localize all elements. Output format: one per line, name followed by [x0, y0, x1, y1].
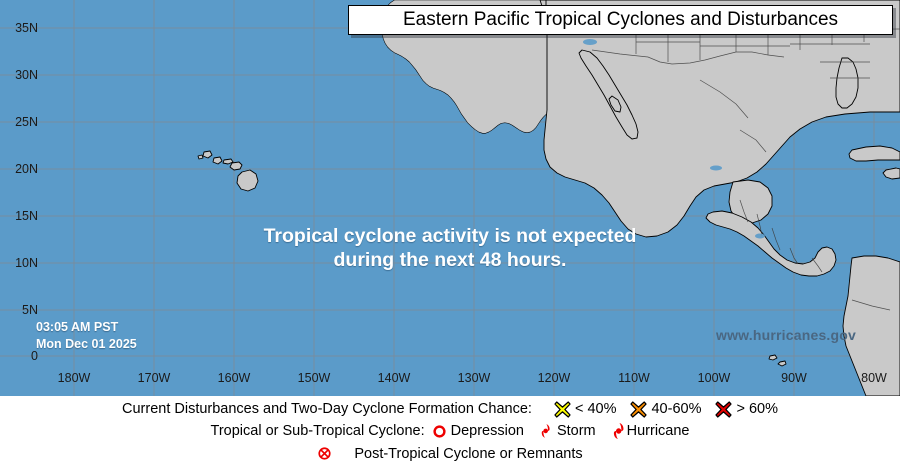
- lat-label-30n: 30N: [15, 68, 38, 82]
- lat-label-35n: 35N: [15, 21, 38, 35]
- legend-item-storm[interactable]: Storm: [538, 423, 596, 439]
- x-marker-icon: [630, 400, 648, 418]
- lon-label-120w: 120W: [537, 371, 571, 385]
- hawaii-maui: [229, 161, 243, 171]
- timestamp-date: Mon Dec 01 2025: [36, 337, 137, 351]
- lon-label-180w: 180W: [57, 371, 91, 385]
- legend-chance-medium-label: 40-60%: [651, 401, 702, 417]
- south-america-north: [842, 255, 900, 396]
- legend-item-chance-high[interactable]: > 60%: [715, 400, 778, 418]
- map-timestamp: 03:05 AM PST Mon Dec 01 2025: [36, 319, 137, 353]
- legend-item-hurricane[interactable]: Hurricane: [610, 422, 690, 440]
- lat-label-15n: 15N: [15, 209, 38, 223]
- cuba-island: [848, 145, 900, 162]
- lon-label-100w: 100W: [697, 371, 731, 385]
- baja-california: [578, 49, 639, 140]
- timestamp-time: 03:05 AM PST: [36, 320, 119, 334]
- legend-item-chance-medium[interactable]: 40-60%: [630, 400, 702, 418]
- galapagos-islet-2: [777, 360, 787, 367]
- lon-label-110w: 110W: [618, 371, 650, 385]
- central-america: [705, 210, 837, 277]
- hawaii-molokai: [222, 158, 234, 165]
- legend-row-cyclone-types: Tropical or Sub-Tropical Cyclone: Depres…: [0, 420, 900, 442]
- circled-x-icon: [317, 446, 332, 461]
- map-title-box: Eastern Pacific Tropical Cyclones and Di…: [348, 5, 893, 35]
- legend-row3-label: Post-Tropical Cyclone or Remnants: [354, 445, 583, 462]
- hawaii-kauai: [202, 150, 213, 159]
- lon-label-80w: 80W: [861, 371, 887, 385]
- legend-hurricane-label: Hurricane: [626, 423, 690, 439]
- storm-spiral-icon: [538, 423, 553, 439]
- legend-item-chance-low[interactable]: < 40%: [554, 400, 617, 418]
- lat-label-25n: 25N: [15, 115, 38, 129]
- lon-label-140w: 140W: [377, 371, 411, 385]
- x-marker-icon: [715, 400, 733, 418]
- inland-water: [583, 39, 765, 239]
- legend-chance-low-label: < 40%: [574, 401, 617, 417]
- legend-item-depression[interactable]: Depression: [432, 423, 524, 439]
- website-watermark: www.hurricanes.gov: [716, 327, 857, 343]
- lon-label-150w: 150W: [297, 371, 331, 385]
- lat-label-5n: 5N: [22, 303, 38, 317]
- map-panel[interactable]: 35N 30N 25N 20N 15N 10N 5N 0 180W 170W 1…: [0, 0, 900, 396]
- legend-depression-label: Depression: [450, 423, 524, 439]
- yucatan-peninsula: [728, 179, 773, 224]
- message-line-1: Tropical cyclone activity is not expecte…: [263, 225, 637, 247]
- open-circle-icon: [432, 424, 447, 439]
- hawaii-oahu: [212, 156, 223, 165]
- lat-label-20n: 20N: [15, 162, 38, 176]
- continent-usa-mexico: [543, 0, 900, 238]
- lon-label-160w: 160W: [217, 371, 251, 385]
- legend-row2-label: Tropical or Sub-Tropical Cyclone:: [210, 423, 425, 439]
- map-title-text: Eastern Pacific Tropical Cyclones and Di…: [402, 9, 839, 30]
- gulf-california-islet: [608, 95, 622, 113]
- lon-label-170w: 170W: [137, 371, 171, 385]
- legend-panel: Current Disturbances and Two-Day Cyclone…: [0, 396, 900, 469]
- legend-chance-high-label: > 60%: [736, 401, 778, 417]
- hispaniola-island: [882, 167, 900, 180]
- galapagos-islands: [768, 354, 778, 361]
- no-activity-message: Tropical cyclone activity is not expecte…: [0, 224, 900, 272]
- lat-label-0: 0: [31, 349, 38, 363]
- lat-label-10n: 10N: [15, 256, 38, 270]
- legend-storm-label: Storm: [556, 423, 596, 439]
- x-marker-icon: [554, 400, 571, 418]
- florida-peninsula: [835, 57, 859, 109]
- message-line-2: during the next 48 hours.: [333, 249, 567, 271]
- hawaii-big-island: [236, 169, 259, 192]
- legend-row1-label: Current Disturbances and Two-Day Cyclone…: [122, 401, 532, 417]
- lon-label-90w: 90W: [781, 371, 807, 385]
- legend-row-formation-chance: Current Disturbances and Two-Day Cyclone…: [0, 398, 900, 420]
- hawaii-niihau: [197, 154, 204, 160]
- legend-row-post-tropical[interactable]: Post-Tropical Cyclone or Remnants: [0, 442, 900, 465]
- hurricane-spiral-icon: [610, 422, 627, 440]
- lon-label-130w: 130W: [457, 371, 491, 385]
